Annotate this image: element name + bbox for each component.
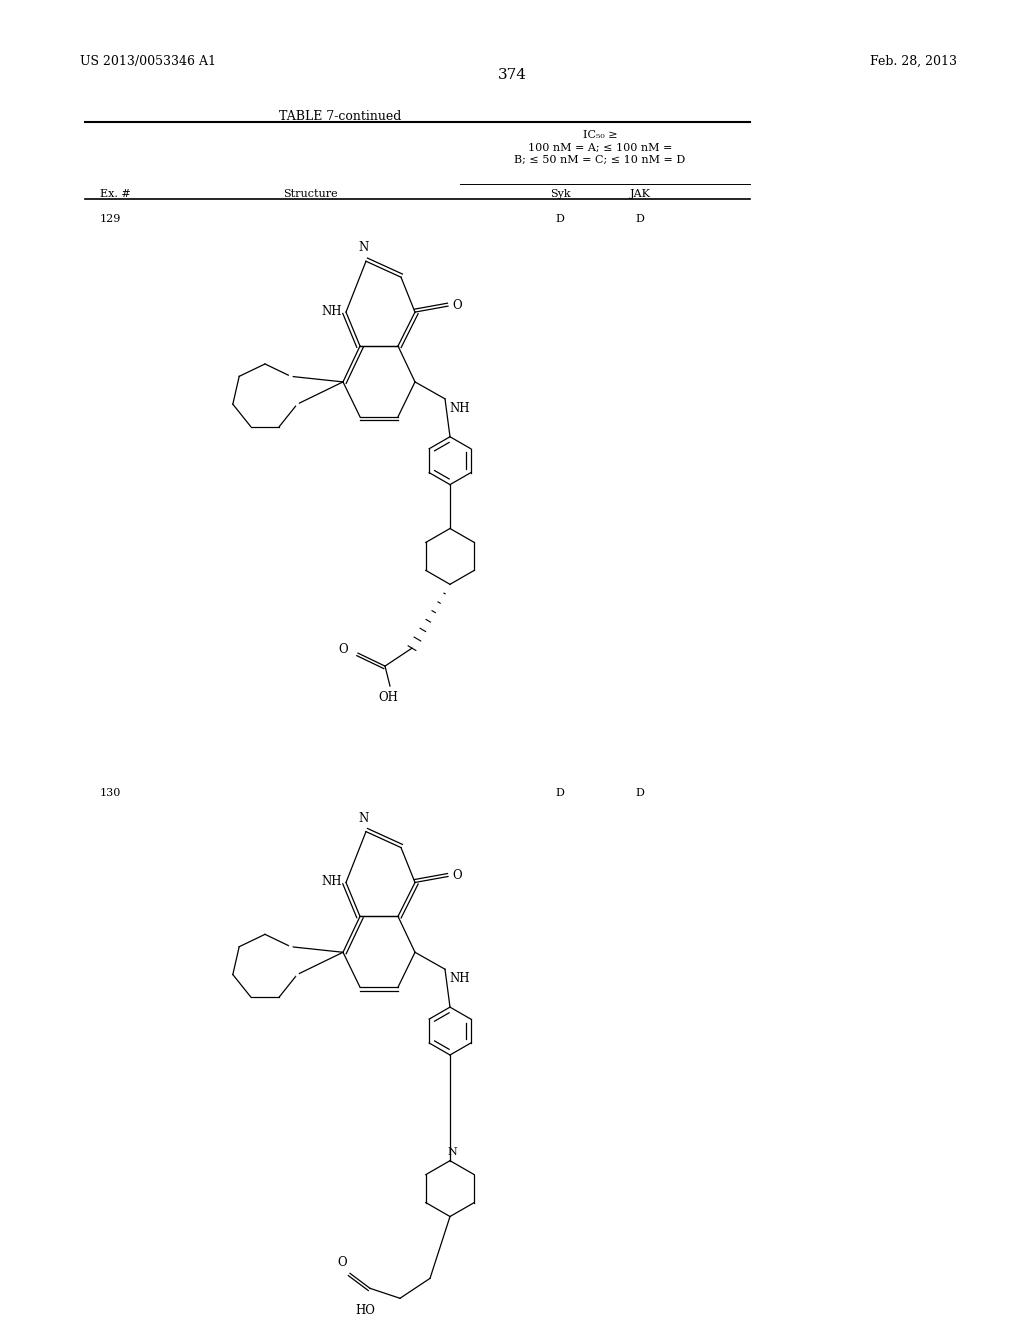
Text: O: O <box>337 1257 347 1270</box>
Text: 129: 129 <box>100 214 122 224</box>
Text: TABLE 7-continued: TABLE 7-continued <box>279 110 401 123</box>
Text: 130: 130 <box>100 788 122 797</box>
Text: Structure: Structure <box>283 190 337 199</box>
Text: JAK: JAK <box>630 190 650 199</box>
Text: D: D <box>556 214 564 224</box>
Text: OH: OH <box>378 692 398 704</box>
Text: 100 nM = A; ≤ 100 nM =: 100 nM = A; ≤ 100 nM = <box>527 143 672 153</box>
Text: Syk: Syk <box>550 190 570 199</box>
Text: NH: NH <box>449 973 469 985</box>
Text: NH: NH <box>322 875 342 888</box>
Text: US 2013/0053346 A1: US 2013/0053346 A1 <box>80 55 216 67</box>
Text: O: O <box>338 643 348 656</box>
Text: IC₅₀ ≥: IC₅₀ ≥ <box>583 129 617 140</box>
Text: Ex. #: Ex. # <box>100 190 131 199</box>
Text: HO: HO <box>355 1304 375 1317</box>
Text: O: O <box>452 869 462 882</box>
Text: D: D <box>636 214 644 224</box>
Text: 374: 374 <box>498 67 526 82</box>
Text: D: D <box>556 788 564 797</box>
Text: Feb. 28, 2013: Feb. 28, 2013 <box>870 55 957 67</box>
Text: NH: NH <box>449 401 469 414</box>
Text: NH: NH <box>322 305 342 318</box>
Text: D: D <box>636 788 644 797</box>
Text: O: O <box>452 298 462 312</box>
Text: B; ≤ 50 nM = C; ≤ 10 nM = D: B; ≤ 50 nM = C; ≤ 10 nM = D <box>514 154 686 165</box>
Text: N: N <box>447 1147 457 1156</box>
Text: N: N <box>358 242 369 255</box>
Text: N: N <box>358 812 369 825</box>
